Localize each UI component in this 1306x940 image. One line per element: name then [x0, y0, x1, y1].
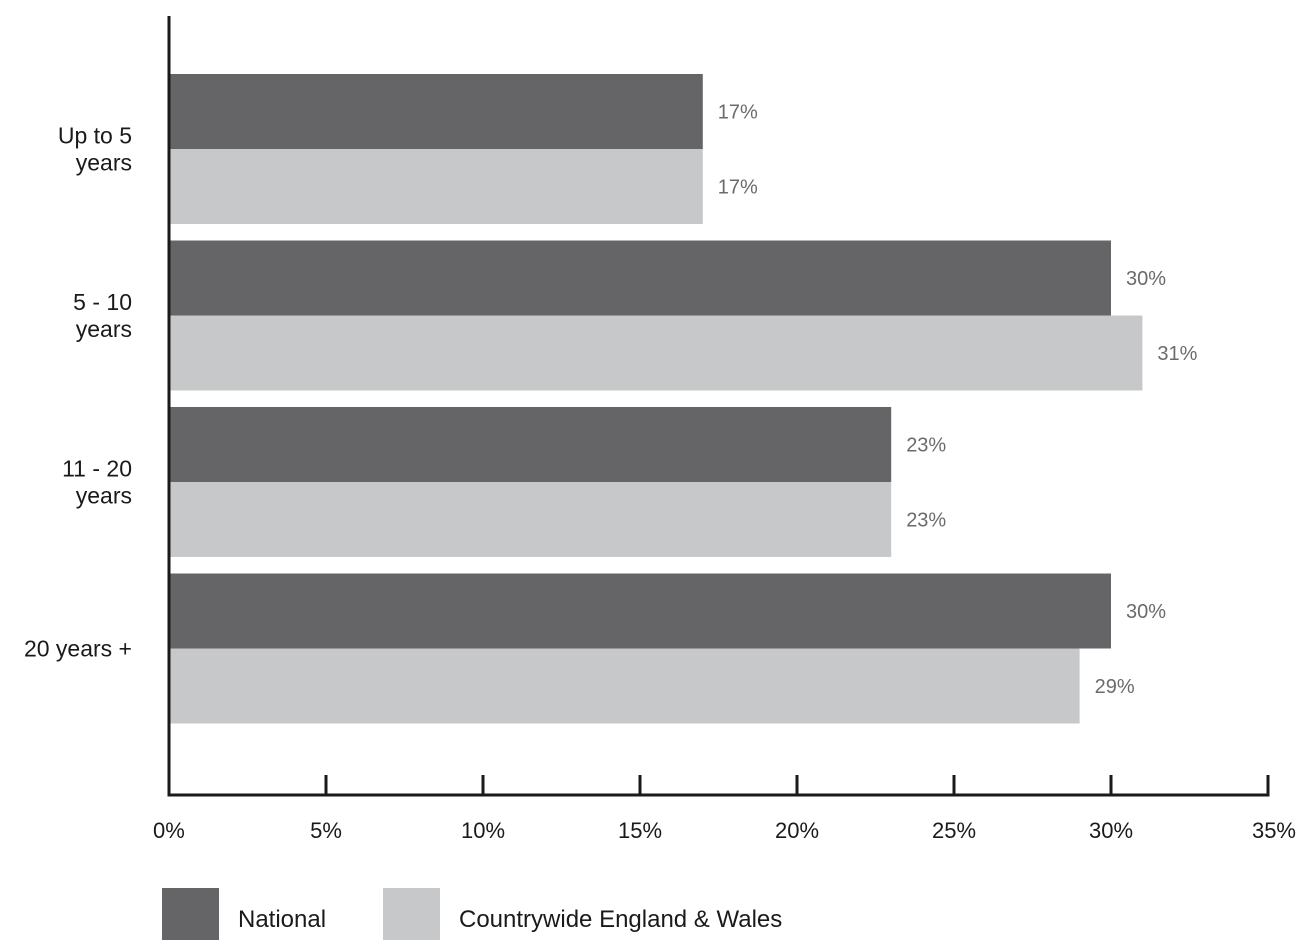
x-tick-label: 10% [461, 818, 505, 843]
x-tick-label: 25% [932, 818, 976, 843]
x-tick-label: 15% [618, 818, 662, 843]
category-label: Up to 5 [58, 123, 132, 149]
bar-national-0 [169, 74, 703, 149]
axes-group [167, 16, 1270, 797]
data-label: 23% [906, 435, 946, 457]
x-tick-label: 20% [775, 818, 819, 843]
tick-labels-group: 0% 5% 10% 15% 20% 25% 30% 35% [153, 818, 1296, 843]
data-label: 17% [718, 177, 758, 199]
category-label: years [76, 150, 132, 176]
bar-countrywide-3 [169, 648, 1080, 724]
bar-countrywide-0 [169, 149, 703, 224]
bar-national-2 [169, 407, 892, 482]
bar-countrywide-2 [169, 482, 892, 557]
data-label: 23% [906, 510, 946, 532]
category-label: 11 - 20 [62, 456, 132, 482]
bar-countrywide-1 [169, 315, 1143, 391]
legend: National Countrywide England & Wales [162, 888, 782, 940]
data-label: 30% [1126, 268, 1166, 290]
legend-label-national: National [238, 906, 326, 933]
x-tick-label: 35% [1252, 818, 1296, 843]
data-label: 17% [718, 102, 758, 124]
x-tick-label: 5% [310, 818, 342, 843]
category-label: 5 - 10 [73, 289, 132, 315]
data-label: 31% [1157, 343, 1197, 365]
bars-group [169, 74, 1143, 724]
x-tick-label: 0% [153, 818, 185, 843]
bar-national-3 [169, 573, 1111, 649]
data-labels-group: 17% 17% 30% 31% 23% 23% 30% 29% [718, 102, 1198, 699]
data-label: 30% [1126, 601, 1166, 623]
category-label: 20 years + [24, 636, 132, 662]
legend-swatch-countrywide [383, 888, 440, 940]
category-label: years [76, 483, 132, 509]
data-label: 29% [1095, 676, 1135, 698]
bar-national-1 [169, 240, 1111, 316]
category-label: years [76, 316, 132, 342]
legend-label-countrywide: Countrywide England & Wales [459, 906, 782, 933]
legend-swatch-national [162, 888, 219, 940]
x-tick-label: 30% [1089, 818, 1133, 843]
